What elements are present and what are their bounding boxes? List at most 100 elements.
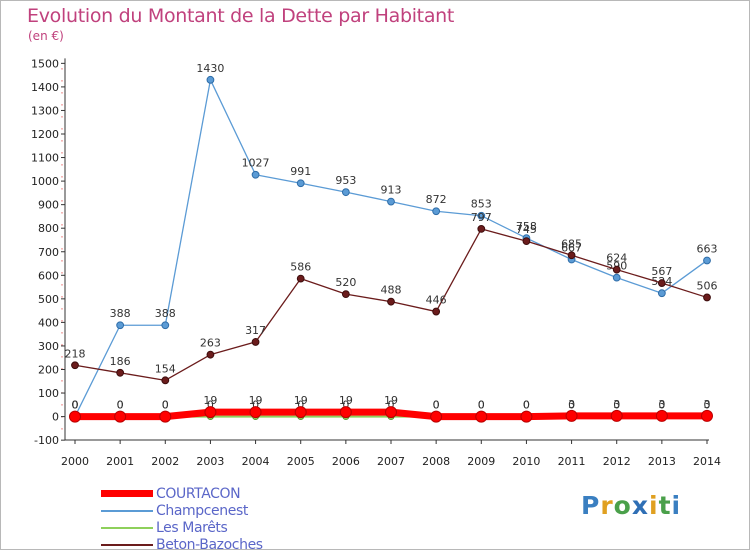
data-label: 0 [162,399,169,412]
chart-unit: (en €) [28,29,64,43]
legend-swatch [101,526,153,529]
legend-swatch [101,543,153,546]
data-point [567,251,576,260]
chart-title: Evolution du Montant de la Dette par Hab… [27,5,455,27]
data-point [387,197,395,206]
y-tick-label: 500 [38,293,59,306]
data-label: 586 [290,261,311,274]
y-tick-label: 200 [38,364,59,377]
data-label: 0 [523,399,530,412]
data-label: 1430 [196,62,224,75]
data-point [341,188,350,197]
data-label: 263 [200,337,221,350]
data-label: 872 [426,193,447,206]
data-point [385,406,397,419]
data-point [703,256,711,265]
data-label: 317 [245,324,266,337]
x-tick-label: 2000 [61,455,89,468]
data-label: 745 [516,223,537,236]
data-label: 0 [117,399,124,412]
y-tick-label: 1000 [31,175,59,188]
data-label: 0 [72,399,79,412]
x-tick-label: 2011 [558,455,586,468]
x-tick-label: 2002 [151,455,179,468]
y-tick-label: 600 [38,269,59,282]
data-label: 0 [162,399,169,412]
y-tick-label: 0 [52,411,59,424]
data-point [610,409,623,422]
data-label: 19 [203,394,217,407]
x-tick-label: 2003 [196,455,224,468]
data-label: 3 [704,398,711,411]
data-label: 19 [249,394,263,407]
data-point [114,410,127,423]
chart-legend: COURTACON Champcenest Les Marêts Beton-Bazo… [101,485,263,553]
legend-swatch [101,509,153,512]
x-tick-label: 2010 [512,455,540,468]
data-label: 19 [294,394,308,407]
data-point [565,409,578,422]
data-point [612,273,621,282]
x-tick-label: 2008 [422,455,450,468]
data-point [69,410,81,423]
data-label: 663 [697,242,718,255]
data-point [296,179,305,188]
data-label: 488 [381,284,402,297]
data-point [520,410,533,423]
data-point [339,406,352,419]
y-tick-label: 1100 [31,152,59,165]
data-point [206,75,215,84]
data-point [432,207,441,216]
y-tick-label: 300 [38,340,59,353]
data-point [296,274,305,283]
legend-item: Beton-Bazoches [101,536,263,553]
data-label: 624 [606,252,627,265]
x-tick-label: 2005 [287,455,315,468]
x-tick-label: 2001 [106,455,134,468]
data-label: 3 [613,398,620,411]
y-tick-label: 1500 [31,57,59,70]
y-tick-label: 800 [38,222,59,235]
data-label: 0 [568,399,575,412]
data-label: 0 [523,399,530,412]
data-point [161,376,170,385]
data-point [116,368,125,377]
data-label: 953 [335,174,356,187]
data-label: 0 [207,399,214,412]
data-label: 0 [388,399,395,412]
legend-label: Beton-Bazoches [156,536,263,553]
y-tick-label: 100 [38,387,59,400]
data-point [522,237,531,246]
legend-label: Champcenest [156,502,248,519]
data-label: 0 [433,399,440,412]
data-label: 0 [658,399,665,412]
data-label: 667 [561,242,582,255]
data-label: 0 [478,399,485,412]
data-label: 0 [704,399,711,412]
x-tick-label: 2006 [332,455,360,468]
data-label: 154 [155,362,176,375]
legend-item: COURTACON [101,485,263,502]
x-tick-label: 2012 [603,455,631,468]
data-label: 19 [384,394,398,407]
data-point [159,410,172,423]
data-label: 388 [155,307,176,320]
data-label: 520 [335,276,356,289]
data-point [701,409,713,422]
data-label: 0 [117,399,124,412]
data-point [294,406,307,419]
data-label: 388 [110,307,131,320]
proxiti-logo: Proxiti [581,491,682,520]
x-tick-label: 2014 [693,455,721,468]
legend-item: Champcenest [101,502,263,519]
data-point [477,225,486,233]
y-tick-label: 900 [38,199,59,212]
data-label: 446 [426,294,447,307]
data-point [204,406,217,419]
y-tick-label: 700 [38,246,59,259]
y-tick-label: -100 [34,434,59,447]
x-tick-label: 2013 [648,455,676,468]
data-point [341,290,350,299]
data-label: 186 [110,355,131,368]
